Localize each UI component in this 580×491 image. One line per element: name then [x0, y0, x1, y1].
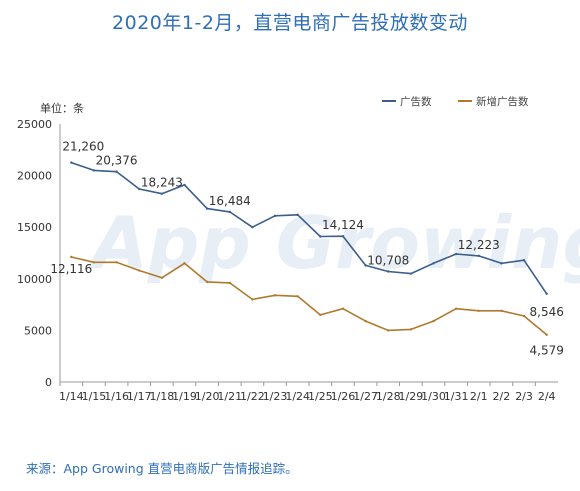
data-point	[341, 235, 345, 238]
data-point	[409, 328, 413, 331]
data-label: 12,116	[50, 262, 92, 276]
data-point	[251, 226, 254, 229]
x-tick-label: 1/27	[353, 390, 378, 403]
data-point	[251, 298, 254, 301]
x-tick-label: 1/18	[150, 390, 175, 403]
data-point	[228, 281, 231, 285]
x-tick-label: 1/17	[127, 390, 152, 403]
x-tick-label: 1/26	[331, 390, 356, 403]
data-point	[454, 252, 458, 256]
y-axis-ticks: 0 5000 10000 15000 20000 25000	[17, 118, 52, 389]
data-point	[115, 261, 118, 264]
data-point	[364, 264, 367, 267]
y-tick-label: 0	[45, 376, 52, 389]
x-tick-label: 1/19	[172, 390, 197, 403]
data-label: 21,260	[62, 140, 104, 154]
data-label: 14,124	[322, 218, 364, 232]
data-point	[205, 280, 209, 284]
x-tick-label: 1/29	[399, 390, 424, 403]
data-point	[341, 307, 345, 310]
x-tick-label: 1/16	[104, 390, 129, 403]
data-point	[454, 307, 458, 310]
data-point	[387, 329, 390, 332]
data-point	[387, 270, 390, 273]
data-point	[115, 170, 118, 173]
data-point	[477, 309, 480, 312]
data-point	[522, 259, 526, 262]
x-tick-label: 1/23	[263, 390, 288, 403]
data-point	[138, 187, 141, 191]
data-point	[364, 319, 367, 323]
chart-title: 2020年1-2月，直营电商广告投放数变动	[112, 12, 468, 34]
data-label: 16,484	[209, 194, 251, 208]
y-tick-label: 5000	[24, 324, 52, 337]
x-tick-label: 1/31	[444, 390, 469, 403]
data-point	[273, 214, 277, 218]
data-point	[183, 183, 186, 187]
data-point	[432, 262, 435, 265]
data-point	[70, 255, 73, 259]
data-point	[522, 314, 526, 318]
data-point	[70, 161, 73, 164]
data-point	[92, 169, 96, 172]
x-axis-ticks: 1/141/151/161/171/181/191/201/211/221/23…	[59, 382, 556, 403]
x-tick-label: 1/24	[285, 390, 310, 403]
data-point	[160, 276, 164, 279]
x-tick-label: 2/1	[470, 390, 488, 403]
data-point	[319, 235, 322, 238]
data-point	[92, 261, 96, 264]
data-point	[138, 269, 141, 272]
x-tick-label: 2/4	[538, 390, 556, 403]
data-point	[228, 210, 231, 214]
data-point	[205, 207, 209, 210]
x-tick-label: 1/14	[59, 390, 84, 403]
source-note: 来源：App Growing 直营电商版广告情报追踪。	[26, 461, 298, 476]
series-line-1	[71, 161, 548, 295]
legend: 广告数 新增广告数	[382, 95, 529, 108]
legend-label: 广告数	[400, 95, 432, 108]
data-point	[432, 319, 435, 323]
y-tick-label: 25000	[17, 118, 52, 131]
data-label: 12,223	[458, 238, 500, 252]
y-tick-label: 20000	[17, 170, 52, 183]
data-label: 20,376	[96, 154, 138, 168]
data-point	[296, 295, 299, 298]
data-label: 8,546	[530, 305, 564, 319]
data-point	[296, 213, 299, 217]
unit-label: 单位：条	[40, 101, 84, 115]
data-point	[545, 333, 548, 336]
data-label: 4,579	[530, 344, 564, 358]
watermark: App Growing	[87, 201, 580, 285]
data-point	[500, 262, 503, 265]
legend-label: 新增广告数	[476, 95, 529, 108]
x-tick-label: 1/20	[195, 390, 220, 403]
data-point	[183, 262, 186, 265]
x-tick-label: 1/25	[308, 390, 333, 403]
data-point	[160, 192, 164, 195]
data-point	[319, 313, 322, 317]
data-point	[500, 309, 503, 312]
x-tick-label: 2/3	[515, 390, 533, 403]
x-tick-label: 1/21	[217, 390, 242, 403]
y-tick-label: 10000	[17, 273, 52, 286]
data-label: 10,708	[367, 253, 409, 267]
x-tick-label: 2/2	[493, 390, 511, 403]
x-tick-label: 1/30	[421, 390, 446, 403]
data-label: 18,243	[141, 176, 183, 190]
x-tick-label: 1/22	[240, 390, 265, 403]
data-point	[545, 292, 548, 296]
data-point	[477, 254, 480, 258]
x-tick-label: 1/28	[376, 390, 401, 403]
series-lines	[70, 161, 548, 336]
x-tick-label: 1/15	[82, 390, 107, 403]
data-point	[273, 294, 277, 297]
series-line-2	[71, 256, 548, 336]
data-point	[409, 272, 413, 275]
y-tick-label: 15000	[17, 221, 52, 234]
